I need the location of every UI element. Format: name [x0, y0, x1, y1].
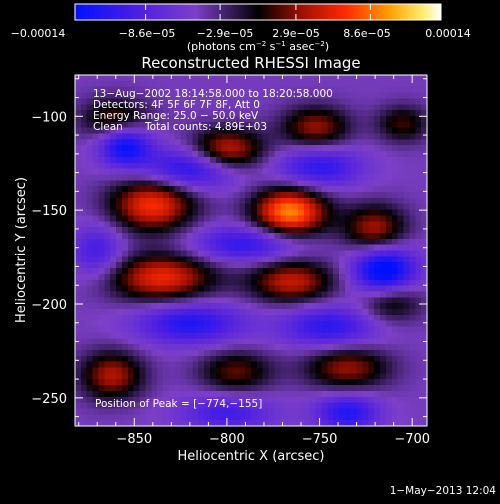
- axis-ticks: [75, 75, 427, 426]
- x-axis-label: Heliocentric X (arcsec): [178, 449, 325, 464]
- colorbar-tick-label: −2.9e−05: [197, 27, 254, 40]
- y-tick-label: −150: [31, 204, 67, 219]
- y-tick-labels: −100 −150 −200 −250: [31, 110, 67, 407]
- colorbar: [74, 3, 442, 21]
- annotation-energy: Energy Range: 25.0 − 50.0 keV: [93, 110, 259, 122]
- annotation-detectors: Detectors: 4F 5F 6F 7F 8F, Att 0: [93, 99, 260, 111]
- annotation-clean: Clean: [93, 121, 123, 133]
- colorbar-ticks: [74, 4, 442, 20]
- annotation-time-range: 13−Aug−2002 18:14:58.000 to 18:20:58.000: [93, 88, 333, 100]
- x-tick-label: −700: [394, 432, 430, 447]
- heatmap-image: [75, 75, 427, 426]
- colorbar-tick-labels: −0.00014 −8.6e−05 −2.9e−05 2.9e−05 8.6e−…: [11, 27, 471, 40]
- y-axis-label: Heliocentric Y (arcsec): [14, 177, 29, 323]
- footer-date: 1−May−2013 12:04: [390, 485, 497, 497]
- x-tick-label: −800: [209, 432, 245, 447]
- x-tick-label: −750: [302, 432, 338, 447]
- colorbar-tick-label: 2.9e−05: [272, 27, 319, 40]
- colorbar-tick-label: 8.6e−05: [343, 27, 390, 40]
- annotation-peak-position: Position of Peak = [−774,−155]: [95, 398, 262, 410]
- annotation-total-counts: Total counts: 4.89E+03: [144, 121, 267, 133]
- colorbar-tick-label: −0.00014: [11, 27, 66, 40]
- colorbar-units: (photons cm−2 s−1 asec−2): [187, 40, 329, 53]
- x-tick-label: −850: [116, 432, 152, 447]
- y-tick-label: −100: [31, 110, 67, 125]
- annotations: 13−Aug−2002 18:14:58.000 to 18:20:58.000…: [93, 88, 333, 410]
- colorbar-tick-label: −8.6e−05: [119, 27, 176, 40]
- x-tick-labels: −850 −800 −750 −700: [116, 432, 430, 447]
- chart-title: Reconstructed RHESSI Image: [141, 54, 360, 72]
- colorbar-tick-label: 0.00014: [425, 27, 471, 40]
- y-tick-label: −200: [31, 298, 67, 313]
- y-tick-label: −250: [31, 392, 67, 407]
- plot-frame: [74, 74, 428, 427]
